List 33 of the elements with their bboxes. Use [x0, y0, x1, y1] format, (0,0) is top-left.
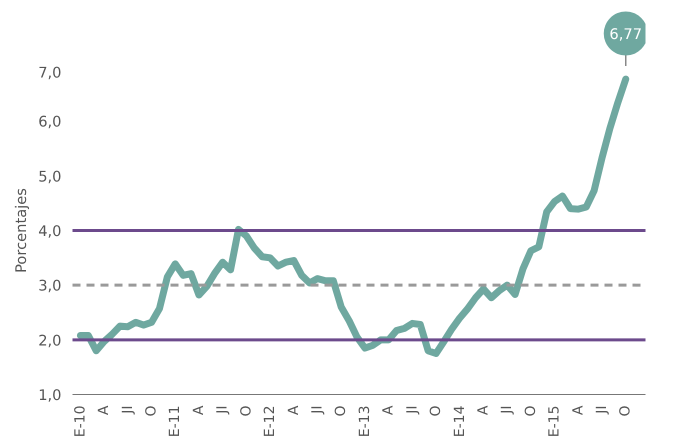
x-tick-label: O — [333, 405, 350, 417]
x-tick-label: A — [380, 405, 397, 416]
x-tick-label: O — [144, 405, 160, 417]
x-tick-label: O — [238, 405, 254, 417]
x-tick-label: E-15 — [546, 405, 563, 438]
x-tick-label: A — [286, 405, 302, 416]
x-tick-label: E-12 — [262, 405, 278, 438]
x-tick-label: E-10 — [72, 405, 88, 438]
x-tick-label: A — [475, 405, 492, 416]
x-tick-label: O — [428, 405, 444, 417]
x-tick-label: JI — [310, 405, 326, 415]
y-tick-label: 1,0 — [38, 387, 62, 404]
y-tick-label: 7,0 — [38, 64, 62, 82]
x-tick-label: O — [618, 405, 634, 417]
y-axis-title: Porcentajes — [13, 188, 30, 273]
x-tick-label: JI — [499, 405, 516, 415]
y-tick-label: 2,0 — [38, 332, 62, 350]
x-tick-label: A — [570, 405, 586, 416]
x-tick-label: O — [522, 405, 539, 417]
x-tick-label: A — [190, 405, 207, 416]
x-tick-label: JI — [404, 405, 420, 415]
x-tick-label: E-11 — [167, 405, 184, 438]
x-tick-label: JI — [120, 405, 136, 415]
x-tick-label: A — [96, 405, 112, 416]
y-tick-label: 3,0 — [38, 278, 62, 295]
y-tick-label: 4,0 — [38, 223, 62, 240]
x-tick-label: E-13 — [356, 405, 373, 438]
y-tick-label: 5,0 — [38, 168, 62, 186]
y-tick-label: 6,0 — [38, 114, 62, 131]
x-tick-label: JI — [594, 405, 610, 415]
x-tick-label: E-14 — [452, 405, 468, 438]
data-label: 6,77 — [609, 26, 642, 43]
x-tick-label: JI — [214, 405, 231, 415]
